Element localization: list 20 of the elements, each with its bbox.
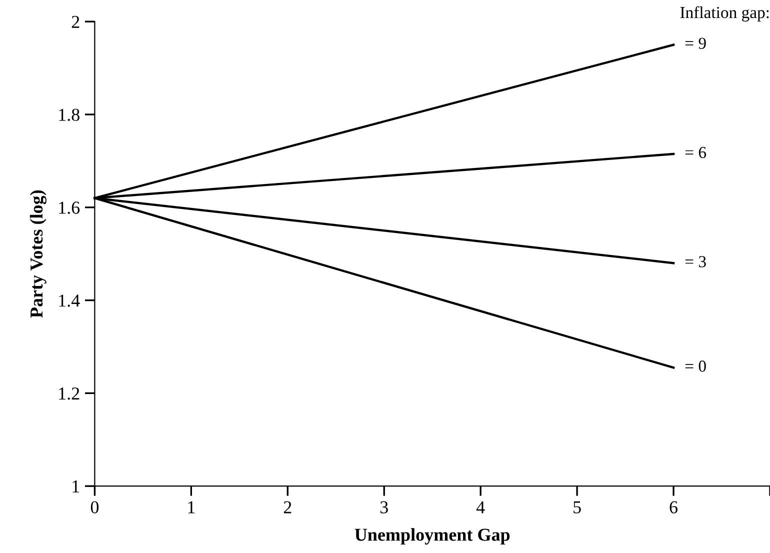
y-axis-title: Party Votes (log) <box>30 190 46 318</box>
y-tick-label: 1.6 <box>59 202 80 214</box>
series-label: = 0 <box>685 360 706 372</box>
x-tick-label: 2 <box>284 501 292 514</box>
x-tick-label: 4 <box>476 501 485 514</box>
y-tick-label: 1 <box>72 480 80 492</box>
series-label: = 6 <box>685 146 706 158</box>
x-tick-label: 6 <box>670 501 678 514</box>
x-tick-label: 3 <box>380 501 388 514</box>
y-tick-label: 1.4 <box>59 294 80 307</box>
y-tick-label: 1.2 <box>59 387 80 400</box>
series-label: = 3 <box>685 256 706 268</box>
x-tick-label: 0 <box>90 501 99 514</box>
series-label: = 9 <box>685 38 706 49</box>
y-tick-label: 2 <box>72 16 80 28</box>
x-tick-label: 5 <box>574 501 581 514</box>
legend-title: Inflation gap: <box>680 6 769 22</box>
x-tick-label: 1 <box>188 501 195 514</box>
y-tick-label: 1.8 <box>59 108 80 121</box>
x-axis-title: Unemployment Gap <box>354 528 510 545</box>
